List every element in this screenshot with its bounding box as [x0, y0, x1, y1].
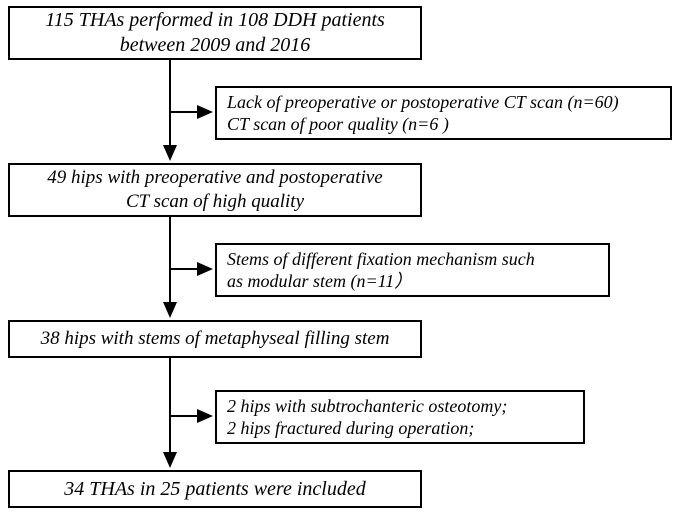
node-text: 115 THAs performed in 108 DDH patients [45, 9, 385, 31]
node-text: CT scan of poor quality (n=6 ) [227, 114, 449, 134]
flow-node-step-2: 38 hips with stems of metaphyseal fillin… [8, 320, 422, 358]
node-text: 2 hips fractured during operation; [227, 418, 474, 438]
flow-node-end: 34 THAs in 25 patients were included [8, 470, 422, 508]
flow-node-exclusion-3: 2 hips with subtrochanteric osteotomy; 2… [215, 390, 585, 444]
node-text: Stems of different fixation mechanism su… [227, 249, 535, 269]
node-text: Lack of preoperative or postoperative CT… [227, 92, 619, 112]
flow-node-start: 115 THAs performed in 108 DDH patients b… [8, 6, 422, 60]
flow-node-exclusion-2: Stems of different fixation mechanism su… [215, 243, 610, 297]
node-text: 34 THAs in 25 patients were included [64, 477, 365, 502]
node-text: 49 hips with preoperative and postoperat… [47, 167, 382, 188]
flow-node-step-1: 49 hips with preoperative and postoperat… [8, 163, 422, 217]
node-text: as modular stem (n=11） [227, 271, 412, 291]
node-text: 2 hips with subtrochanteric osteotomy; [227, 396, 507, 416]
flow-node-exclusion-1: Lack of preoperative or postoperative CT… [215, 86, 672, 140]
node-text: between 2009 and 2016 [120, 34, 311, 56]
node-text: 38 hips with stems of metaphyseal fillin… [41, 327, 390, 351]
node-text: CT scan of high quality [126, 191, 304, 212]
